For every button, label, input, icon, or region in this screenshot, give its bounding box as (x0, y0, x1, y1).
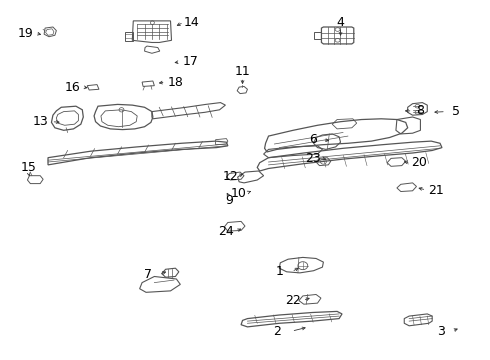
Text: 24: 24 (219, 225, 234, 238)
Text: 5: 5 (452, 105, 460, 118)
Text: 21: 21 (428, 184, 444, 197)
Text: 8: 8 (416, 104, 424, 117)
Text: 13: 13 (32, 115, 48, 128)
Text: 23: 23 (305, 152, 320, 165)
Text: 11: 11 (235, 65, 250, 78)
Text: 12: 12 (222, 170, 238, 183)
Text: 2: 2 (273, 325, 281, 338)
Text: 4: 4 (337, 16, 344, 29)
Text: 7: 7 (144, 268, 152, 281)
Text: 14: 14 (183, 16, 199, 29)
Text: 18: 18 (168, 76, 183, 89)
Text: 9: 9 (225, 194, 233, 207)
Text: 6: 6 (309, 133, 317, 146)
Text: 1: 1 (275, 265, 283, 278)
Text: 3: 3 (437, 325, 445, 338)
Text: 20: 20 (411, 156, 427, 169)
Text: 19: 19 (18, 27, 33, 40)
Text: 16: 16 (65, 81, 80, 94)
Text: 10: 10 (231, 187, 246, 200)
Text: 15: 15 (21, 161, 36, 174)
Text: 22: 22 (285, 294, 301, 307)
Text: 17: 17 (182, 55, 198, 68)
